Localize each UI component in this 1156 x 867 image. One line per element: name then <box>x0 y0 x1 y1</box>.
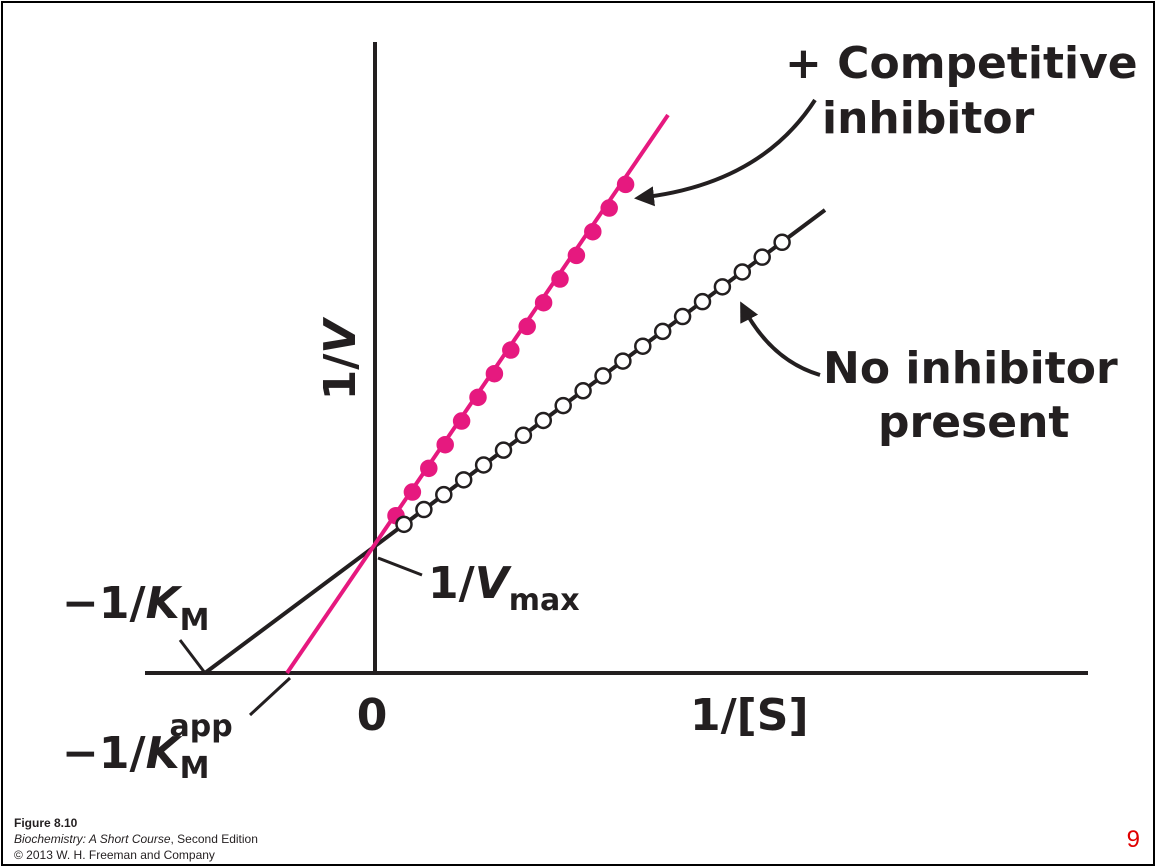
text: Biochemistry: A Short Course <box>14 832 171 846</box>
text: max <box>509 583 580 618</box>
caption: Biochemistry: A Short Course, Second Edi… <box>14 832 258 846</box>
point <box>436 435 454 454</box>
leader <box>248 676 292 717</box>
text: 1/ <box>315 353 366 401</box>
point <box>420 459 438 478</box>
point <box>454 471 473 489</box>
point <box>713 278 732 296</box>
text: app <box>170 709 233 744</box>
text: 1/ <box>428 558 476 609</box>
point <box>551 270 569 288</box>
origin-label: 0 <box>357 690 388 741</box>
text: M <box>180 751 210 786</box>
label: No inhibitor <box>823 343 1118 394</box>
text: −1/ <box>62 578 146 629</box>
point <box>773 233 791 252</box>
text: M <box>180 603 210 638</box>
point <box>733 263 752 281</box>
point <box>452 412 471 430</box>
point <box>616 175 635 194</box>
point <box>614 352 632 370</box>
point <box>494 441 513 459</box>
point <box>395 515 413 534</box>
caption: Figure 8.10 <box>14 816 78 830</box>
km-label: −1/KM <box>62 578 210 638</box>
point <box>435 485 453 504</box>
x-axis-label: 1/[S] <box>690 690 809 741</box>
leader <box>377 556 423 577</box>
point <box>653 322 672 341</box>
text: V <box>315 317 366 354</box>
label: present <box>878 397 1069 448</box>
point <box>600 199 618 217</box>
point <box>584 222 602 241</box>
arrow <box>740 301 821 377</box>
point <box>634 337 652 355</box>
point <box>673 307 692 326</box>
point <box>518 317 536 336</box>
point <box>534 293 553 312</box>
text: K <box>146 578 183 629</box>
point <box>693 292 712 311</box>
point <box>474 456 493 474</box>
point <box>502 341 520 359</box>
km-app-label: −1/KMapp <box>62 709 233 786</box>
point <box>574 382 592 400</box>
point <box>469 388 487 407</box>
point <box>534 411 553 430</box>
data-points <box>387 175 791 534</box>
point <box>554 396 572 415</box>
leader <box>178 639 207 674</box>
text: K <box>146 728 183 779</box>
point <box>403 483 422 501</box>
point <box>514 426 533 445</box>
point <box>485 364 504 383</box>
vmax-label: 1/Vmax <box>428 558 580 618</box>
page-number: 9 <box>1127 826 1140 853</box>
point <box>594 367 612 385</box>
text: −1/ <box>62 728 146 779</box>
point <box>415 500 433 519</box>
label: + Competitive <box>785 38 1138 89</box>
caption: © 2013 W. H. Freeman and Company <box>14 848 215 862</box>
text: , Second Edition <box>171 832 258 846</box>
point <box>753 248 771 266</box>
point <box>567 246 586 265</box>
y-axis-label: 1/V <box>315 317 366 401</box>
label: inhibitor <box>822 93 1035 144</box>
arrow <box>634 98 817 207</box>
text: V <box>475 558 512 609</box>
